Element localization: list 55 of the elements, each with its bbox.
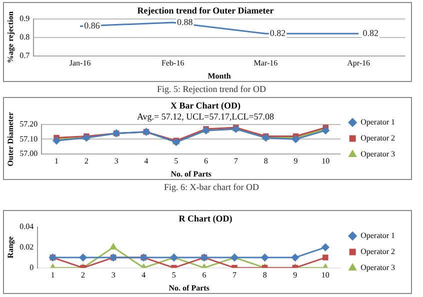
y-axis-title: Range [6,236,15,258]
x-tick-label: Mar-16 [254,58,278,68]
y-tick-label: 57.00 [20,148,38,158]
legend-label: Operator 3 [360,263,396,272]
x-tick-label: 4 [144,156,148,166]
x-tick-label: 1 [54,156,59,166]
x-tick-label: 8 [262,270,267,280]
y-tick-label: 0.02 [20,242,34,252]
caption: Fig. 5: Rejection trend for OD [156,84,267,94]
y-axis-title: Outer Diameter [6,112,15,166]
x-tick-label: 7 [234,156,238,166]
x-tick-label: 9 [294,156,298,166]
x-tick-label: 2 [81,270,86,280]
y-tick-label: 0.04 [20,222,34,231]
x-tick-label: 7 [232,270,237,280]
x-tick-label: Apr-16 [347,58,370,68]
data-label: 0.82 [270,28,286,38]
x-tick-label: 3 [114,156,118,166]
y-tick-label: 0.7 [20,50,30,60]
x-tick-label: 8 [264,156,268,166]
x-tick-label: 2 [84,156,88,166]
legend-label: Operator 1 [360,231,396,240]
x-tick-label: 10 [322,156,330,166]
caption: Fig. 6: X-bar chart for OD [163,182,260,192]
y-tick-label: 0.9 [20,14,30,23]
legend-label: Operator 3 [360,150,396,159]
y-tick-label: 57.20 [20,120,38,129]
x-tick-label: 5 [172,270,176,280]
x-tick-label: 4 [142,270,146,280]
chart-title: X Bar Chart (OD) [170,100,241,111]
x-axis-title: Month [208,71,232,80]
x-tick-label: Jan-16 [69,58,91,68]
chart-title: R Chart (OD) [178,214,232,224]
legend-label: Operator 2 [360,134,396,143]
y-tick-label: 57.10 [20,134,38,144]
data-label: 0.86 [84,20,100,31]
chart-title: Rejection trend for Outer Diameter [137,6,274,16]
chart-subtitle: Avg.= 57.12, UCL=57.17,LCL=57.08 [136,112,275,122]
data-label: 0.88 [177,16,194,27]
y-axis-title: %age rejection [6,10,15,64]
x-tick-label: 3 [111,270,116,280]
data-label: 0.82 [362,28,378,38]
y-tick-label: 0.8 [20,32,30,42]
x-axis-title: No. of Parts [170,169,212,178]
x-tick-label: 6 [204,156,208,166]
x-tick-label: 9 [293,270,298,280]
x-tick-label: 5 [174,156,178,166]
legend-label: Operator 1 [360,118,396,127]
x-tick-label: 1 [50,270,55,280]
x-tick-label: Feb-16 [162,58,184,68]
y-tick-label: 0 [30,262,34,272]
x-tick-label: 6 [202,270,206,280]
legend-label: Operator 2 [360,247,396,256]
x-axis-title: No. of Parts [168,283,210,292]
x-tick-label: 10 [321,270,330,280]
